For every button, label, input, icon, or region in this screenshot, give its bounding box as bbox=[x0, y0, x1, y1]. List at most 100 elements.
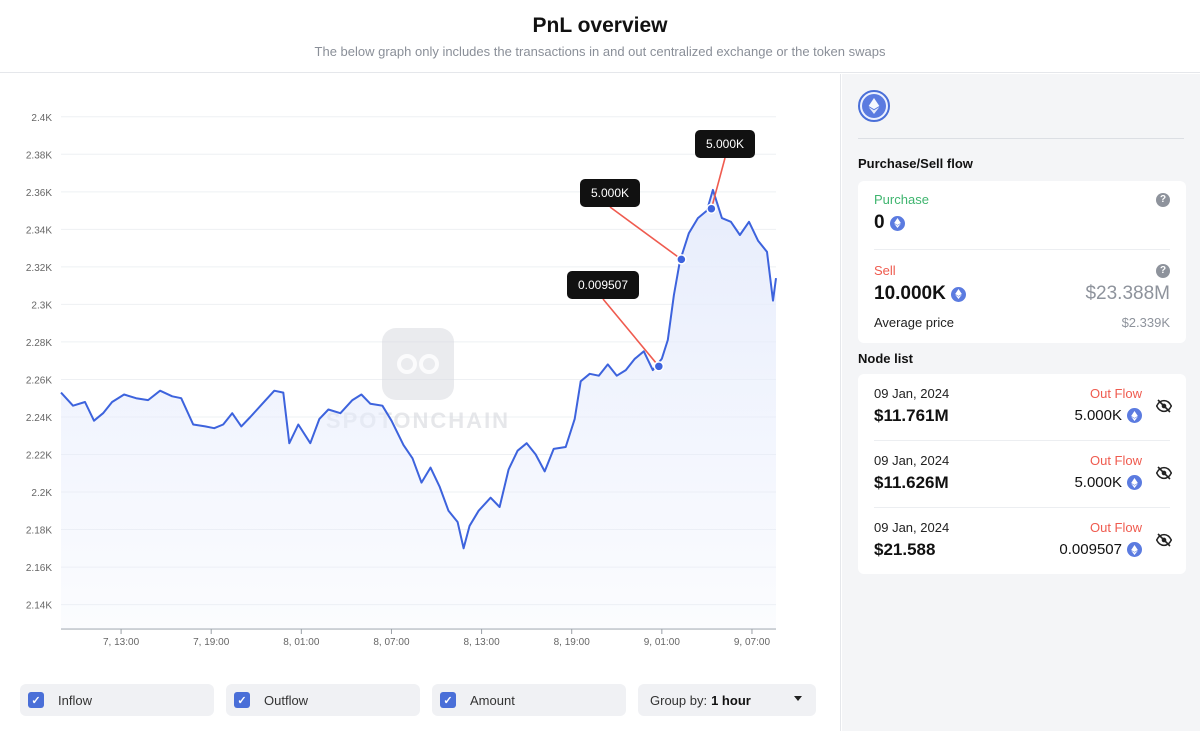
node-qty-value: 0.009507 bbox=[1059, 541, 1122, 558]
average-price-value: $2.339K bbox=[1121, 315, 1170, 330]
x-tick-label: 7, 13:00 bbox=[103, 637, 140, 648]
x-tick-label: 8, 19:00 bbox=[554, 637, 591, 648]
checkbox-checked-icon[interactable]: ✓ bbox=[28, 692, 44, 708]
divider bbox=[874, 507, 1170, 508]
inflow-toggle[interactable]: ✓ Inflow bbox=[20, 684, 214, 716]
node-date: 09 Jan, 2024 bbox=[874, 386, 950, 401]
ethereum-icon bbox=[950, 286, 966, 302]
y-tick-label: 2.34K bbox=[26, 225, 52, 236]
annotation-point bbox=[706, 203, 717, 214]
inflow-label: Inflow bbox=[58, 692, 92, 708]
annotation-label: 5.000K bbox=[706, 137, 744, 151]
x-tick-label: 9, 07:00 bbox=[734, 637, 771, 648]
eye-off-icon[interactable] bbox=[1156, 532, 1172, 548]
annotation-label: 5.000K bbox=[591, 186, 629, 200]
node-list-title: Node list bbox=[858, 351, 913, 366]
node-qty-value: 5.000K bbox=[1074, 407, 1122, 424]
node-qty: 5.000K bbox=[1074, 407, 1142, 424]
purchase-value: 0 bbox=[874, 212, 905, 234]
series-line bbox=[60, 188, 777, 550]
flow-section-title: Purchase/Sell flow bbox=[858, 156, 973, 171]
side-panel: Purchase/Sell flow Purchase ? 0 Sell ? 1… bbox=[842, 74, 1200, 731]
watermark-logo-mark bbox=[419, 354, 439, 374]
checkbox-checked-icon[interactable]: ✓ bbox=[234, 692, 250, 708]
group-by-label: Group by: bbox=[650, 692, 708, 708]
eye-off-icon[interactable] bbox=[1156, 398, 1172, 414]
outflow-label: Outflow bbox=[264, 692, 309, 708]
amount-label: Amount bbox=[470, 692, 515, 708]
x-tick-label: 8, 13:00 bbox=[464, 637, 501, 648]
chart-controls: ✓ Inflow ✓ Outflow ✓ Amount Group by: 1 … bbox=[20, 684, 820, 716]
node-qty: 5.000K bbox=[1074, 474, 1142, 491]
sell-value: 10.000K bbox=[874, 283, 966, 305]
page-title: PnL overview bbox=[532, 14, 668, 37]
ethereum-icon bbox=[1127, 408, 1142, 423]
annotation-point bbox=[676, 254, 687, 265]
purchase-amount: 0 bbox=[874, 212, 885, 233]
y-tick-label: 2.32K bbox=[26, 263, 52, 274]
y-tick-label: 2.4K bbox=[31, 113, 52, 124]
x-tick-label: 8, 01:00 bbox=[283, 637, 320, 648]
x-tick-label: 8, 07:00 bbox=[373, 637, 410, 648]
page-subtitle: The below graph only includes the transa… bbox=[314, 44, 886, 59]
ethereum-icon bbox=[858, 90, 890, 122]
help-icon[interactable]: ? bbox=[1156, 193, 1170, 207]
purchase-sell-card: Purchase ? 0 Sell ? 10.000K $23.388M Ave… bbox=[858, 181, 1186, 343]
node-list: 09 Jan, 2024 $11.761M Out Flow 5.000K 09… bbox=[858, 374, 1186, 574]
chart-panel: 2.4K 2.38K 2.36K 2.34K 2.32K 2.3K 2.28K 2.26K 2.… bbox=[0, 74, 841, 731]
node-qty-value: 5.000K bbox=[1074, 474, 1122, 491]
outflow-toggle[interactable]: ✓ Outflow bbox=[226, 684, 420, 716]
node-usd: $11.626M bbox=[874, 473, 949, 492]
pnl-chart[interactable]: 2.4K 2.38K 2.36K 2.34K 2.32K 2.3K 2.28K 2.26K 2.… bbox=[0, 74, 840, 674]
annotation-tooltip bbox=[580, 179, 640, 207]
x-tick-label: 9, 01:00 bbox=[644, 637, 681, 648]
series-area bbox=[61, 189, 776, 629]
node-qty: 0.009507 bbox=[1059, 541, 1142, 558]
annotation-leader bbox=[602, 298, 660, 367]
ethereum-icon bbox=[1127, 475, 1142, 490]
list-item[interactable]: 09 Jan, 2024 $11.626M Out Flow 5.000K bbox=[858, 441, 1186, 507]
annotation-tooltip bbox=[567, 271, 639, 299]
annotation-tooltip bbox=[695, 130, 755, 158]
divider bbox=[874, 249, 1170, 250]
watermark-logo-mark bbox=[397, 354, 417, 374]
eye-off-icon[interactable] bbox=[1156, 465, 1172, 481]
y-tick-label: 2.26K bbox=[26, 375, 52, 386]
sell-usd-value: $23.388M bbox=[1085, 283, 1170, 304]
purchase-label: Purchase bbox=[874, 192, 929, 207]
y-tick-label: 2.2K bbox=[31, 488, 52, 499]
annotation-label: 0.009507 bbox=[578, 278, 628, 292]
y-tick-label: 2.36K bbox=[26, 188, 52, 199]
group-by-select[interactable]: Group by: 1 hour bbox=[638, 684, 816, 716]
node-date: 09 Jan, 2024 bbox=[874, 520, 950, 535]
average-price-label: Average price bbox=[874, 315, 954, 330]
y-tick-label: 2.38K bbox=[26, 150, 52, 161]
node-flow: Out Flow bbox=[1089, 386, 1142, 401]
chevron-down-icon bbox=[794, 696, 802, 701]
sell-label: Sell bbox=[874, 263, 896, 278]
node-usd: $11.761M bbox=[874, 406, 949, 425]
node-usd: $21.588 bbox=[874, 540, 936, 559]
annotation-point bbox=[653, 361, 665, 372]
y-tick-label: 2.3K bbox=[31, 300, 52, 311]
page-header: PnL overview The below graph only includ… bbox=[0, 0, 1200, 73]
y-tick-label: 2.24K bbox=[26, 413, 52, 424]
annotation-leader bbox=[710, 157, 726, 209]
x-tick-label: 7, 19:00 bbox=[193, 637, 230, 648]
annotation-leader bbox=[609, 206, 682, 261]
y-tick-label: 2.18K bbox=[26, 526, 52, 537]
list-item[interactable]: 09 Jan, 2024 $11.761M Out Flow 5.000K bbox=[858, 374, 1186, 440]
y-tick-label: 2.14K bbox=[26, 601, 52, 612]
ethereum-icon bbox=[1127, 542, 1142, 557]
sell-amount: 10.000K bbox=[874, 283, 946, 304]
y-tick-label: 2.22K bbox=[26, 451, 52, 462]
list-item[interactable]: 09 Jan, 2024 $21.588 Out Flow 0.009507 bbox=[858, 508, 1186, 574]
amount-toggle[interactable]: ✓ Amount bbox=[432, 684, 626, 716]
y-tick-label: 2.28K bbox=[26, 338, 52, 349]
group-by-value: 1 hour bbox=[711, 692, 751, 708]
checkbox-checked-icon[interactable]: ✓ bbox=[440, 692, 456, 708]
node-date: 09 Jan, 2024 bbox=[874, 453, 950, 468]
ethereum-icon bbox=[889, 215, 905, 231]
help-icon[interactable]: ? bbox=[1156, 264, 1170, 278]
divider bbox=[874, 440, 1170, 441]
